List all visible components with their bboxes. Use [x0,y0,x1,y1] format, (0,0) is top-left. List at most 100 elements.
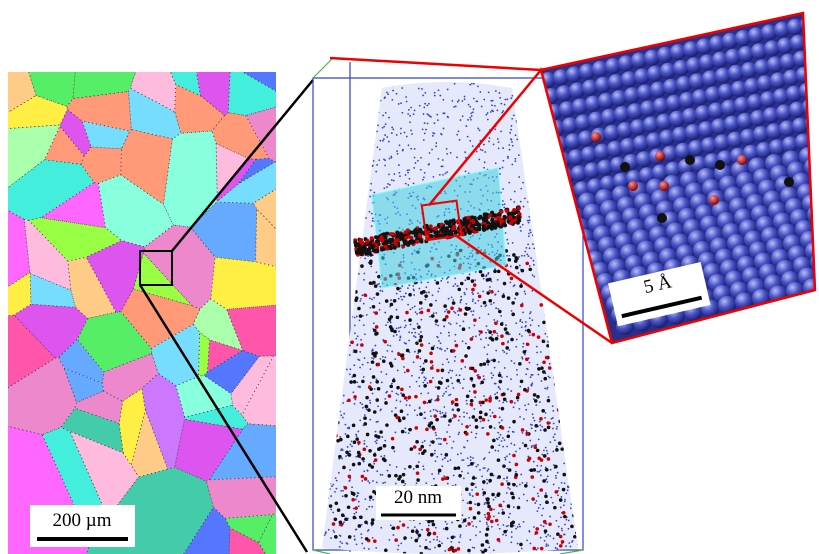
solute-dot [477,294,482,299]
atom [708,102,724,119]
atom-dot [422,139,425,141]
atom [796,66,812,83]
atom-dot [562,322,564,325]
atom-dot [521,356,523,359]
atom-dot [445,523,448,525]
atom-dot [351,189,354,192]
solute-dot [478,400,483,405]
atom-dot [473,483,476,485]
atom-dot [557,525,560,528]
atom-dot [497,307,500,310]
atom-dot [507,242,510,245]
solute-dot [431,440,435,444]
atom-dot [357,172,359,174]
atom-dot [553,356,555,359]
atom-dot [556,547,559,550]
atom-dot [331,207,333,210]
atom-dot [346,327,348,330]
solute-dot [421,367,426,372]
solute-dot [334,535,338,539]
atom-dot [445,390,447,393]
atom-dot [339,363,341,366]
solute-dot [397,418,402,423]
solute-dot [430,314,435,318]
atom-dot [413,335,415,337]
grain [60,407,124,454]
atom-dot [435,437,438,440]
atom-dot [576,333,578,336]
atom-dot [520,326,523,329]
atom-dot [486,112,489,114]
atom-dot [552,537,555,540]
atom-dot [526,253,529,256]
atom-dot [435,323,437,326]
solute-dot [357,461,362,466]
atom-dot [554,202,557,205]
atom-dot [420,156,422,159]
atom-dot [566,297,569,299]
atom-dot [443,475,446,478]
atom-inset [541,13,815,343]
solute-dot [381,359,386,363]
atom-dot [570,362,573,365]
atom-dot [477,464,479,466]
solute-dot [555,333,560,338]
atom-dot [563,533,565,536]
atom-dot [460,367,463,370]
atom [620,138,636,154]
atom-dot [423,376,426,379]
atom-dot [565,204,568,207]
atom-dot [416,159,419,162]
atom-dot [327,456,330,459]
atom-dot [324,111,327,113]
atom-dot [452,474,455,477]
atom-dot [389,305,391,308]
atom-dot [335,209,338,212]
atom-dot [445,387,448,390]
band-dot [359,252,364,257]
atom-dot [371,505,373,508]
atom-dot [565,409,568,412]
atom-dot [336,396,339,399]
atom-dot [407,184,410,186]
atom-dot [471,291,474,294]
solute-dot [387,474,392,478]
solute-dot [548,522,552,527]
atom-dot [353,279,356,282]
atom-dot [466,502,469,505]
atom-dot [442,112,445,115]
atom-dot [496,391,499,394]
atom-dot [454,311,457,314]
atom-dot [510,541,513,544]
atom-dot [541,239,543,242]
solute-dot [434,319,439,323]
atom-dot [542,525,545,528]
grain [29,273,77,308]
atom-dot [358,319,361,322]
atom-dot [364,194,367,197]
atom-dot [454,355,457,358]
atom [782,136,798,153]
solute-dot [473,369,478,373]
atom-dot [511,241,514,244]
atom-dot [451,382,454,385]
atom [568,149,584,166]
atom-dot [522,418,525,420]
solute-dot [488,425,493,429]
atom-dot [580,547,582,549]
atom-dot [467,103,470,106]
atom [676,76,692,92]
atom-dot [563,357,566,360]
atom-dot [443,392,445,395]
atom-dot [503,203,506,206]
atom-dot [361,551,364,553]
solute-dot [570,351,575,356]
atom-dot [461,521,464,524]
atom-dot [469,494,472,497]
atom-dot [500,80,502,82]
atom-dot [341,542,344,545]
atom-dot [558,217,561,220]
atom-dot [570,503,573,506]
solute-dot [370,518,375,522]
atom-dot [422,113,425,115]
